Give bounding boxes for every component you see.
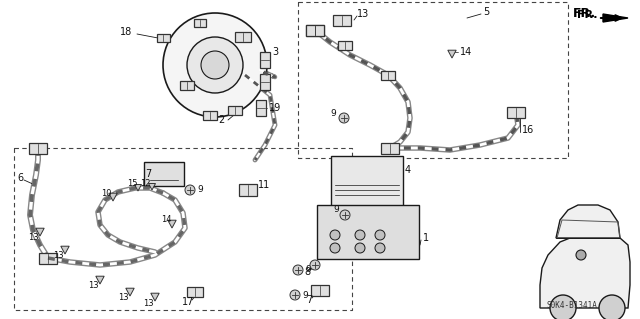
Bar — [29, 143, 47, 153]
Bar — [256, 100, 266, 116]
Bar — [381, 143, 399, 153]
Circle shape — [599, 295, 625, 319]
Circle shape — [355, 230, 365, 240]
Bar — [239, 184, 257, 196]
Bar — [39, 253, 57, 263]
Text: 9: 9 — [333, 205, 339, 214]
Bar — [194, 19, 206, 27]
Circle shape — [293, 265, 303, 275]
Polygon shape — [148, 183, 156, 190]
Bar — [306, 25, 324, 35]
Circle shape — [576, 250, 586, 260]
Text: S0K4-B1341A: S0K4-B1341A — [547, 301, 597, 310]
Text: 9: 9 — [302, 291, 308, 300]
FancyBboxPatch shape — [317, 205, 419, 259]
Text: 4: 4 — [405, 165, 411, 175]
Text: 5: 5 — [483, 7, 489, 17]
Circle shape — [310, 260, 320, 270]
Bar — [187, 287, 203, 297]
Polygon shape — [168, 220, 176, 228]
Polygon shape — [134, 184, 141, 191]
Text: 19: 19 — [269, 103, 281, 113]
Bar — [338, 41, 352, 49]
Polygon shape — [151, 293, 159, 301]
Bar — [507, 107, 525, 117]
Text: 9: 9 — [197, 186, 203, 195]
Text: 9: 9 — [305, 265, 311, 275]
Text: 13: 13 — [88, 281, 99, 291]
Bar — [157, 34, 170, 42]
Text: 13: 13 — [357, 9, 369, 19]
FancyBboxPatch shape — [331, 156, 403, 206]
Circle shape — [375, 230, 385, 240]
Polygon shape — [540, 236, 630, 308]
Circle shape — [290, 290, 300, 300]
Circle shape — [330, 230, 340, 240]
Polygon shape — [109, 193, 117, 201]
Circle shape — [550, 295, 576, 319]
Circle shape — [163, 13, 267, 117]
FancyBboxPatch shape — [144, 162, 184, 186]
Text: 6: 6 — [17, 173, 23, 183]
Circle shape — [185, 185, 195, 195]
Circle shape — [355, 243, 365, 253]
Bar — [260, 52, 270, 68]
Circle shape — [375, 243, 385, 253]
Circle shape — [330, 243, 340, 253]
Polygon shape — [556, 205, 620, 238]
Text: FR.: FR. — [573, 7, 596, 20]
Text: 13: 13 — [53, 251, 63, 261]
Text: 14: 14 — [460, 47, 472, 57]
Polygon shape — [126, 288, 134, 296]
Bar — [203, 110, 217, 120]
Circle shape — [187, 37, 243, 93]
Circle shape — [339, 113, 349, 123]
Bar — [228, 106, 242, 115]
Text: 13: 13 — [28, 234, 38, 242]
Text: 13: 13 — [143, 299, 154, 308]
Text: 11: 11 — [258, 180, 270, 190]
Text: 13: 13 — [118, 293, 129, 302]
Circle shape — [340, 210, 350, 220]
Text: 10: 10 — [101, 189, 111, 198]
Bar — [180, 80, 194, 90]
Text: 15: 15 — [127, 179, 138, 188]
Text: 18: 18 — [120, 27, 132, 37]
Text: 9: 9 — [330, 109, 336, 118]
Text: 17: 17 — [182, 297, 195, 307]
Text: 1: 1 — [423, 233, 429, 243]
Polygon shape — [448, 50, 456, 58]
Text: 7: 7 — [145, 169, 151, 179]
Text: 2: 2 — [218, 115, 224, 125]
Bar — [260, 74, 270, 90]
Text: 16: 16 — [522, 125, 534, 135]
Polygon shape — [36, 228, 44, 236]
Bar — [235, 32, 251, 42]
Text: 8: 8 — [304, 267, 310, 277]
Bar — [333, 14, 351, 26]
Bar — [306, 25, 324, 35]
Text: 7: 7 — [306, 295, 312, 305]
Text: 12: 12 — [140, 179, 150, 188]
Text: 3: 3 — [272, 47, 278, 57]
Text: 14: 14 — [161, 216, 172, 225]
Text: FR.: FR. — [577, 10, 597, 20]
Polygon shape — [61, 246, 69, 254]
Circle shape — [201, 51, 229, 79]
Bar — [311, 285, 329, 295]
Bar — [381, 70, 395, 79]
Polygon shape — [603, 14, 628, 22]
Polygon shape — [96, 276, 104, 284]
